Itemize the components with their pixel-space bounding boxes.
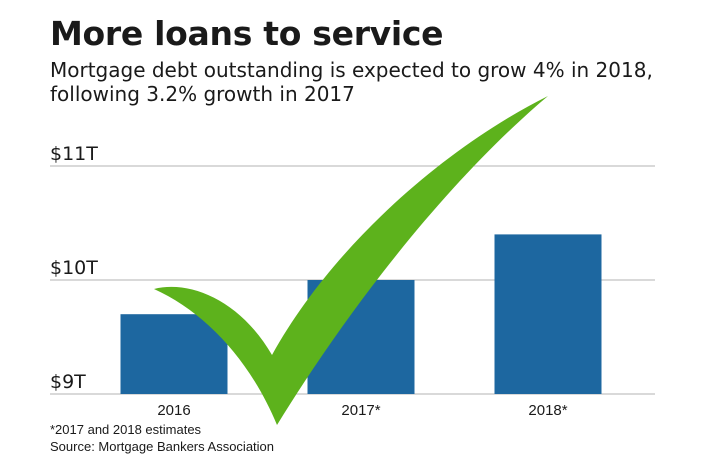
axis-labels: $9T $10T $11T 2016 2017* 2018*: [50, 143, 568, 419]
y-tick-label-0: $9T: [50, 371, 86, 393]
y-tick-label-1: $10T: [50, 257, 98, 279]
x-tick-label-2016: 2016: [157, 402, 190, 419]
chart-title: More loans to service: [50, 14, 444, 53]
footnote: *2017 and 2018 estimates: [50, 422, 202, 437]
chart-subtitle-line-2: following 3.2% growth in 2017: [50, 82, 355, 106]
chart-subtitle-line-1: Mortgage debt outstanding is expected to…: [50, 58, 653, 82]
x-tick-label-2018: 2018*: [528, 402, 567, 419]
checkmark-icon: [154, 96, 548, 425]
bars: [120, 234, 602, 394]
bar-2018: [494, 234, 602, 394]
x-tick-label-2017: 2017*: [341, 402, 380, 419]
bar-2016: [120, 314, 228, 394]
source-note: Source: Mortgage Bankers Association: [50, 439, 275, 454]
y-tick-label-2: $11T: [50, 143, 98, 165]
